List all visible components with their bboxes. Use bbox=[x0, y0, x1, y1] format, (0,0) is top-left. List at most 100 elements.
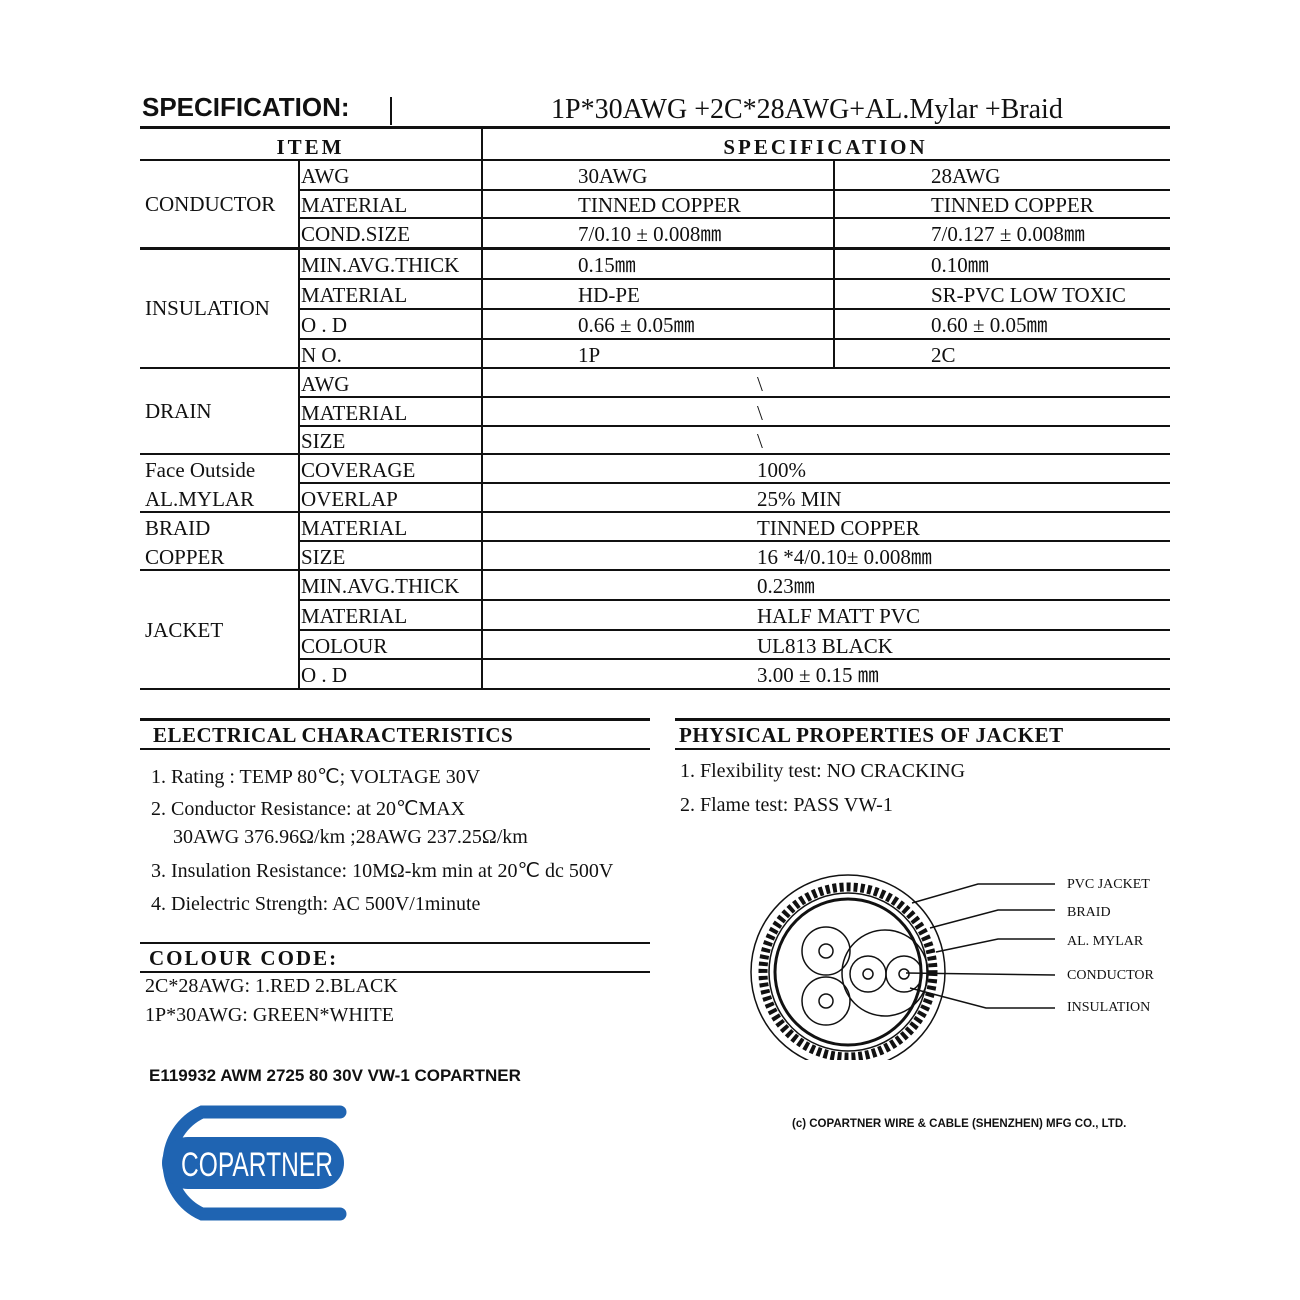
row-item-label: MATERIAL bbox=[301, 193, 408, 217]
row-item-label: AWG bbox=[301, 371, 350, 396]
row-rule bbox=[298, 217, 1170, 219]
group-label: BRAID bbox=[145, 515, 211, 540]
row-item-label: N O. bbox=[301, 342, 342, 367]
value: 16 *4/0.10± 0.008㎜ bbox=[757, 544, 932, 569]
value-28awg: SR-PVC LOW TOXIC bbox=[931, 283, 1126, 307]
braid-inner bbox=[768, 892, 928, 1052]
colour-code-heading: COLOUR CODE: bbox=[149, 946, 339, 970]
electrical-item: 3. Insulation Resistance: 10MΩ-km min at… bbox=[151, 860, 614, 882]
row-item-label: MIN.AVG.THICK bbox=[301, 252, 460, 277]
row-item-label: MATERIAL bbox=[301, 604, 408, 628]
jacket-outline bbox=[750, 874, 946, 1060]
row-item-label: COLOUR bbox=[301, 633, 388, 658]
value-28awg: 0.60 ± 0.05㎜ bbox=[931, 313, 1048, 337]
value: 100% bbox=[757, 457, 806, 482]
label-braid: BRAID bbox=[1067, 905, 1111, 920]
value: UL813 BLACK bbox=[757, 633, 893, 658]
value: 25% MIN bbox=[757, 486, 842, 511]
label-pvc-jacket: PVC JACKET bbox=[1067, 877, 1150, 892]
logo-text: COPARTNER bbox=[181, 1146, 333, 1184]
divider bbox=[675, 718, 1170, 721]
row-item-label: SIZE bbox=[301, 544, 346, 569]
row-item-label: MATERIAL bbox=[301, 515, 408, 540]
item-header: ITEM bbox=[276, 135, 345, 159]
group-label: INSULATION bbox=[145, 296, 270, 320]
value: 3.00 ± 0.15 ㎜ bbox=[757, 663, 879, 687]
column-rule bbox=[833, 218, 835, 248]
row-rule bbox=[140, 247, 1170, 250]
value-30awg: HD-PE bbox=[578, 283, 640, 307]
row-item-label: OVERLAP bbox=[301, 486, 398, 511]
group-label: JACKET bbox=[145, 617, 224, 642]
conductor bbox=[862, 968, 874, 980]
row-rule bbox=[298, 629, 1170, 631]
column-rule bbox=[833, 160, 835, 190]
row-rule bbox=[298, 278, 1170, 280]
column-rule bbox=[298, 160, 300, 689]
row-rule bbox=[298, 189, 1170, 191]
row-item-label: COVERAGE bbox=[301, 457, 416, 482]
value: HALF MATT PVC bbox=[757, 604, 920, 628]
column-rule bbox=[833, 309, 835, 339]
row-rule bbox=[298, 599, 1170, 601]
physical-item: 1. Flexibility test: NO CRACKING bbox=[680, 760, 966, 782]
label-insulation: INSULATION bbox=[1067, 1000, 1150, 1015]
colour-code-item: 2C*28AWG: 1.RED 2.BLACK bbox=[145, 975, 398, 997]
electrical-item: 2. Conductor Resistance: at 20℃MAX bbox=[151, 798, 466, 820]
label-al-mylar: AL. MYLAR bbox=[1067, 934, 1144, 949]
group-label: Face Outside bbox=[145, 457, 256, 482]
value-30awg: TINNED COPPER bbox=[578, 193, 741, 217]
row-rule bbox=[298, 338, 1170, 340]
row-item-label: COND.SIZE bbox=[301, 222, 411, 246]
insulation bbox=[801, 926, 851, 976]
row-rule bbox=[140, 511, 1170, 513]
insulation bbox=[849, 955, 887, 993]
colour-code-item: 1P*30AWG: GREEN*WHITE bbox=[145, 1004, 394, 1026]
value: TINNED COPPER bbox=[757, 515, 920, 540]
row-rule bbox=[140, 569, 1170, 571]
divider bbox=[140, 718, 650, 721]
value-28awg: 2C bbox=[931, 342, 956, 367]
group-label: COPPER bbox=[145, 544, 225, 569]
column-rule bbox=[833, 279, 835, 309]
row-rule bbox=[298, 396, 1170, 398]
value-30awg: 1P bbox=[578, 342, 601, 367]
value-28awg: 28AWG bbox=[931, 164, 1001, 188]
group-label: AL.MYLAR bbox=[145, 486, 255, 511]
value: \ bbox=[757, 400, 763, 425]
value-28awg: TINNED COPPER bbox=[931, 193, 1094, 217]
value: \ bbox=[757, 429, 763, 453]
row-rule bbox=[140, 367, 1170, 369]
row-rule bbox=[140, 453, 1170, 455]
value-30awg: 7/0.10 ± 0.008㎜ bbox=[578, 222, 722, 246]
column-rule bbox=[833, 339, 835, 368]
row-rule bbox=[298, 425, 1170, 427]
column-rule bbox=[833, 248, 835, 279]
row-rule bbox=[298, 658, 1170, 660]
value-30awg: 30AWG bbox=[578, 164, 648, 188]
value-28awg: 7/0.127 ± 0.008㎜ bbox=[931, 222, 1085, 246]
spec-header: SPECIFICATION bbox=[723, 135, 928, 159]
cable-marking: E119932 AWM 2725 80 30V VW-1 COPARTNER bbox=[149, 1066, 521, 1085]
group-label: DRAIN bbox=[145, 399, 212, 423]
group-label: CONDUCTOR bbox=[145, 192, 276, 216]
value-28awg: 0.10㎜ bbox=[931, 252, 989, 277]
row-item-label: MATERIAL bbox=[301, 283, 408, 307]
electrical-heading: ELECTRICAL CHARACTERISTICS bbox=[153, 723, 514, 747]
value-30awg: 0.15㎜ bbox=[578, 252, 636, 277]
conductor bbox=[898, 968, 910, 980]
row-item-label: O . D bbox=[301, 313, 348, 337]
conductor bbox=[818, 993, 834, 1009]
column-rule bbox=[833, 190, 835, 218]
row-rule bbox=[140, 688, 1170, 690]
row-item-label: MATERIAL bbox=[301, 400, 408, 425]
physical-item: 2. Flame test: PASS VW-1 bbox=[680, 794, 893, 816]
row-item-label: SIZE bbox=[301, 429, 346, 453]
braid-ring bbox=[758, 882, 938, 1060]
divider bbox=[140, 748, 650, 750]
copartner-logo: COPARTNER bbox=[162, 1105, 347, 1221]
insulation bbox=[885, 955, 923, 993]
product-title: 1P*30AWG +2C*28AWG+AL.Mylar +Braid bbox=[551, 94, 1063, 125]
value-30awg: 0.66 ± 0.05㎜ bbox=[578, 313, 695, 337]
row-rule bbox=[298, 308, 1170, 310]
